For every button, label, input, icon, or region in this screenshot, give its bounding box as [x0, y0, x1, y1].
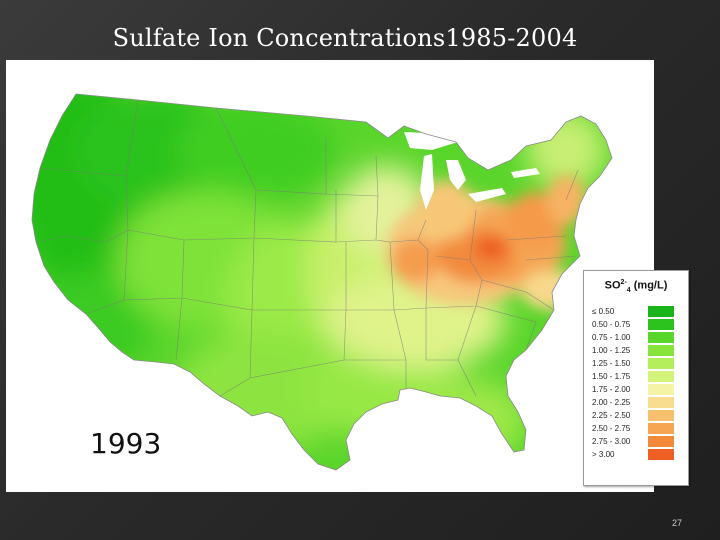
legend-row: 1.75 - 2.00 [592, 383, 674, 396]
legend-range-label: 2.25 - 2.50 [592, 411, 631, 420]
concentration-surface [32, 94, 612, 470]
legend-row: 0.50 - 0.75 [592, 318, 674, 331]
legend-swatch [648, 332, 674, 343]
legend-range-label: > 3.00 [592, 450, 615, 459]
legend-row: > 3.00 [592, 448, 674, 461]
us-outline [31, 93, 613, 471]
legend-range-label: 2.75 - 3.00 [592, 437, 631, 446]
legend-row: 2.75 - 3.00 [592, 435, 674, 448]
legend-swatch [648, 358, 674, 369]
legend-swatch [648, 423, 674, 434]
page-number: 27 [671, 518, 682, 528]
us-sulfate-map [31, 93, 613, 471]
legend-swatch [648, 397, 674, 408]
legend-row: 0.75 - 1.00 [592, 331, 674, 344]
legend-swatch [648, 306, 674, 317]
legend-title-charge: 2- [620, 279, 627, 286]
legend-row: ≤ 0.50 [592, 305, 674, 318]
legend-row: 1.50 - 1.75 [592, 370, 674, 383]
legend-title-compound: SO [604, 279, 621, 292]
legend-range-label: 2.00 - 2.25 [592, 398, 631, 407]
legend-swatch [648, 449, 674, 460]
legend-range-label: 1.50 - 1.75 [592, 372, 631, 381]
map-panel [6, 60, 654, 492]
legend-range-label: 0.50 - 0.75 [592, 320, 631, 329]
legend-swatch [648, 410, 674, 421]
legend-rows: ≤ 0.50 0.50 - 0.75 0.75 - 1.00 1.00 - 1.25 1… [592, 305, 674, 461]
legend-swatch [648, 384, 674, 395]
legend-title: SO2-4 (mg/L) [584, 279, 688, 294]
legend-range-label: 1.00 - 1.25 [592, 346, 631, 355]
legend-range-label: ≤ 0.50 [592, 307, 615, 316]
legend-swatch [648, 319, 674, 330]
legend-swatch [648, 371, 674, 382]
legend-title-units: (mg/L) [633, 279, 668, 292]
legend-row: 1.00 - 1.25 [592, 344, 674, 357]
legend-row: 2.00 - 2.25 [592, 396, 674, 409]
legend-range-label: 1.25 - 1.50 [592, 359, 631, 368]
slide-title: Sulfate Ion Concentrations1985-2004 [112, 24, 578, 52]
legend-swatch [648, 436, 674, 447]
legend-title-subscript: 4 [626, 286, 631, 294]
legend-row: 2.25 - 2.50 [592, 409, 674, 422]
legend-range-label: 1.75 - 2.00 [592, 385, 631, 394]
legend-row: 1.25 - 1.50 [592, 357, 674, 370]
legend-row: 2.50 - 2.75 [592, 422, 674, 435]
legend-range-label: 2.50 - 2.75 [592, 424, 631, 433]
legend-range-label: 0.75 - 1.00 [592, 333, 631, 342]
map-year-label: 1993 [90, 427, 162, 460]
legend-swatch [648, 345, 674, 356]
map-legend: SO2-4 (mg/L) ≤ 0.50 0.50 - 0.75 0.75 - 1.0… [583, 270, 689, 486]
